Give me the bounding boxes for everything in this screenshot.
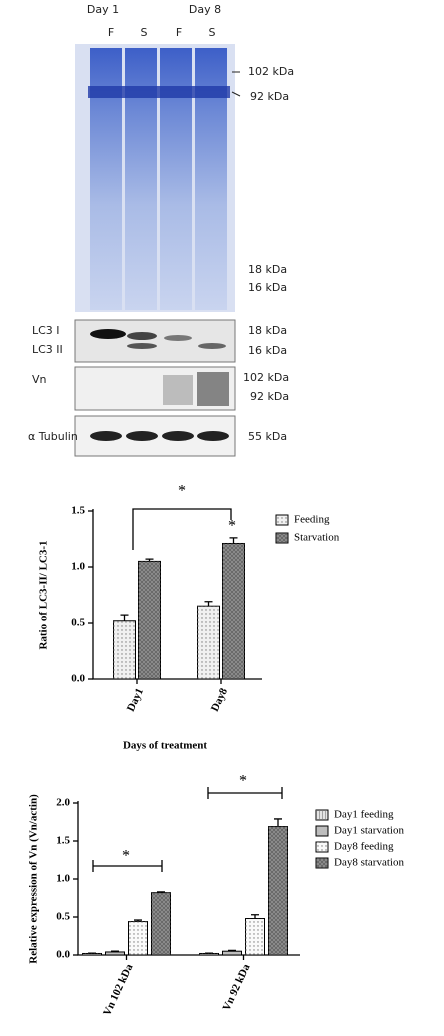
blot-label: LC3 I [32, 324, 60, 337]
bar-pattern [199, 953, 219, 955]
blot-band [197, 431, 229, 441]
y-tick-label: 0.5 [71, 617, 85, 629]
legend-label: Starvation [294, 532, 340, 544]
legend-pattern [316, 810, 328, 820]
error-bar [111, 950, 119, 952]
marker-label: 92 kDa [250, 390, 289, 403]
x-tick-label: Vn 102 kDa [101, 962, 136, 1018]
error-bar [229, 537, 238, 544]
y-tick-label: 1.0 [56, 873, 70, 885]
y-tick-label: 1.5 [71, 505, 85, 517]
bar-pattern [82, 953, 102, 955]
marker-label: 55 kDa [248, 430, 287, 443]
blot-band [162, 431, 194, 441]
blot-label: LC3 II [32, 343, 63, 356]
error-bar [251, 914, 259, 919]
annotation: * [178, 483, 186, 500]
error-bar [204, 601, 213, 607]
legend-pattern [276, 533, 288, 543]
blot-band [127, 343, 157, 349]
bar-pattern [138, 561, 161, 679]
marker-label: 92 kDa [250, 90, 289, 103]
error-bar [157, 891, 165, 893]
legend-pattern [276, 515, 288, 525]
blot-band [127, 332, 157, 340]
blot-band [90, 431, 122, 441]
bar-pattern [113, 620, 136, 679]
blot-label: α Tubulin [28, 430, 78, 443]
bar-pattern [268, 826, 288, 955]
bar-pattern [128, 921, 148, 955]
lane-label: S [209, 26, 216, 39]
legend-label: Day8 starvation [334, 857, 404, 869]
legend-swatch [315, 825, 329, 837]
gel-band [88, 86, 230, 98]
marker-label: 18 kDa [248, 324, 287, 337]
lane-label: F [108, 26, 114, 39]
lane-label: S [141, 26, 148, 39]
annotation: * [228, 518, 236, 535]
bar-pattern [197, 606, 220, 679]
y-tick-label: 1.5 [56, 835, 70, 847]
blot-label: Vn [32, 373, 47, 386]
marker-label: 102 kDa [243, 371, 289, 384]
y-tick-label: 2.0 [56, 797, 70, 809]
annotation: * [122, 848, 130, 865]
gel-panel: Day 1 Day 8 F S F S 102 kDa 92 kDa 18 kD… [28, 3, 294, 457]
chart: 0.0 0.5 1.0 1.5 Ratio of LC3-II/ LC3-1 Days o… [38, 505, 340, 752]
error-bar [120, 614, 129, 621]
y-tick-label: 0.0 [56, 949, 70, 961]
blot-band [197, 372, 229, 406]
bar-pattern [245, 918, 265, 955]
x-tick-label: Day1 [125, 686, 146, 713]
y-axis-title: Relative expression of Vn (Vn/actin) [28, 794, 40, 964]
significance-bracket [207, 787, 283, 799]
bar [105, 951, 125, 956]
significance-bracket [132, 508, 232, 550]
legend-label: Day1 feeding [334, 809, 394, 821]
marker-label: 16 kDa [248, 344, 287, 357]
legend-label: Feeding [294, 514, 330, 526]
legend-label: Day1 starvation [334, 825, 404, 837]
marker-label: 16 kDa [248, 281, 287, 294]
annotation: * [239, 773, 247, 790]
blot [74, 319, 236, 363]
error-bar [134, 919, 142, 922]
error-bar [228, 949, 236, 952]
x-tick-label: Vn 92 kDa [220, 962, 252, 1013]
bar [222, 950, 242, 956]
bar-pattern [151, 892, 171, 955]
lane-label: F [176, 26, 182, 39]
blot-band [126, 431, 158, 441]
legend-pattern [316, 842, 328, 852]
chart: 0.0 0.5 1.0 1.5 2.0 Relative expression of Vn… [28, 794, 405, 1018]
blot-band [198, 343, 226, 349]
y-tick-label: 0.5 [56, 911, 70, 923]
marker-tick [231, 91, 241, 97]
y-axis-title: Ratio of LC3-II/ LC3-1 [38, 540, 50, 649]
day-header: Day 1 [87, 3, 119, 16]
bar-pattern [222, 543, 245, 679]
blot-band [164, 335, 192, 341]
legend-label: Day8 feeding [334, 841, 394, 853]
axis [77, 801, 300, 956]
day-header: Day 8 [189, 3, 221, 16]
error-bar [145, 558, 154, 562]
blot-band [90, 329, 126, 339]
x-axis-title: Days of treatment [123, 740, 207, 752]
blot-band [163, 375, 193, 405]
error-bar [274, 818, 282, 827]
y-tick-label: 1.0 [71, 561, 85, 573]
y-tick-label: 0.0 [71, 673, 85, 685]
marker-label: 18 kDa [248, 263, 287, 276]
marker-label: 102 kDa [248, 65, 294, 78]
significance-bracket [92, 860, 163, 872]
legend-pattern [316, 858, 328, 868]
x-tick-label: Day8 [209, 686, 230, 714]
